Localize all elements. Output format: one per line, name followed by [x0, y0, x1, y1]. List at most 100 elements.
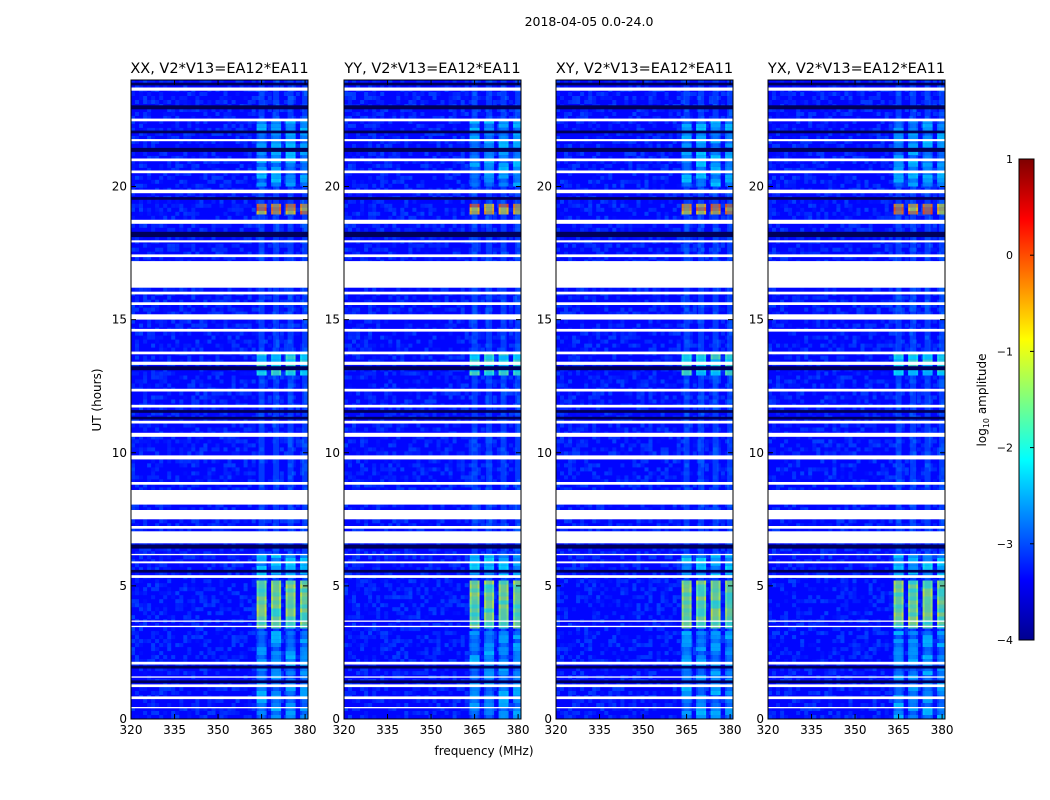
noise-cell [143, 587, 148, 592]
noise-cell [183, 311, 188, 316]
noise-cell [251, 303, 256, 308]
noise-cell [231, 411, 236, 416]
noise-cell [203, 203, 208, 208]
noise-cell [151, 611, 156, 616]
noise-cell [171, 691, 176, 695]
noise-cell [344, 135, 348, 140]
noise-cell [300, 247, 304, 252]
noise-cell [183, 84, 188, 88]
noise-cell [287, 475, 292, 480]
noise-cell [372, 183, 377, 188]
noise-cell [159, 479, 164, 484]
noise-cell [147, 383, 152, 388]
noise-cell [304, 92, 308, 96]
noise-cell [304, 311, 308, 316]
noise-cell [440, 335, 445, 340]
noise-cell [472, 339, 477, 344]
noise-cell [243, 443, 248, 448]
noise-cell [155, 100, 160, 104]
rfi-mark [300, 355, 308, 360]
noise-cell [203, 227, 208, 232]
noise-cell [247, 471, 252, 476]
noise-cell [171, 571, 176, 576]
noise-cell [143, 80, 148, 84]
noise-cell [175, 663, 180, 668]
noise-cell [267, 551, 272, 556]
flagged-gap [131, 240, 308, 243]
noise-cell [227, 711, 232, 715]
noise-cell [215, 627, 220, 632]
noise-cell [243, 635, 248, 640]
noise-cell [147, 551, 152, 556]
noise-cell [199, 100, 204, 104]
noise-cell [356, 295, 361, 300]
noise-cell [504, 92, 509, 96]
noise-cell [235, 655, 240, 660]
noise-cell [412, 191, 417, 196]
noise-cell [199, 135, 204, 140]
noise-cell [267, 659, 272, 664]
noise-cell [131, 191, 135, 196]
noise-cell [287, 335, 292, 340]
noise-cell [143, 527, 148, 532]
noise-cell [356, 375, 361, 380]
rfi-mark [271, 711, 282, 715]
rfi-mark [285, 635, 296, 640]
noise-cell [295, 383, 300, 388]
rfi-mark [271, 608, 282, 613]
noise-cell [227, 335, 232, 340]
noise-cell [259, 92, 264, 96]
noise-cell [295, 603, 300, 608]
noise-cell [432, 127, 437, 132]
noise-cell [271, 100, 276, 104]
rfi-mark [300, 596, 308, 601]
noise-cell [412, 115, 417, 120]
noise-cell [508, 303, 513, 308]
noise-cell [143, 375, 148, 380]
noise-cell [207, 487, 212, 492]
noise-cell [388, 343, 393, 348]
noise-cell [368, 175, 373, 180]
noise-cell [179, 439, 184, 444]
noise-cell [207, 647, 212, 652]
noise-cell [167, 115, 172, 120]
noise-cell [155, 383, 160, 388]
noise-cell [251, 611, 256, 616]
noise-cell [304, 487, 308, 492]
noise-cell [456, 143, 461, 148]
noise-cell [139, 287, 143, 292]
noise-cell [135, 175, 139, 180]
noise-cell [191, 703, 196, 707]
noise-cell [231, 711, 236, 715]
noise-cell [203, 155, 208, 160]
noise-cell [199, 287, 204, 292]
rfi-mark [300, 580, 308, 585]
noise-cell [239, 383, 244, 388]
noise-cell [231, 375, 236, 380]
noise-cell [219, 687, 224, 691]
noise-cell [492, 247, 497, 252]
noise-cell [259, 191, 264, 196]
noise-cell [295, 323, 300, 328]
noise-cell [147, 607, 152, 612]
noise-cell [195, 519, 200, 524]
noise-cell [223, 331, 228, 336]
noise-cell [432, 131, 437, 136]
noise-cell [380, 100, 385, 104]
noise-cell [251, 519, 256, 524]
noise-cell [279, 563, 284, 568]
noise-cell [147, 84, 152, 88]
noise-cell [227, 84, 232, 88]
noise-cell [231, 235, 236, 240]
noise-cell [404, 347, 409, 352]
noise-cell [436, 151, 441, 156]
noise-cell [380, 115, 385, 120]
noise-cell [231, 475, 236, 480]
noise-cell [199, 247, 204, 252]
flagged-gap [131, 575, 308, 578]
noise-cell [195, 687, 200, 691]
noise-cell [287, 383, 292, 388]
noise-cell [352, 123, 356, 128]
noise-cell [163, 479, 168, 484]
noise-cell [215, 255, 220, 260]
